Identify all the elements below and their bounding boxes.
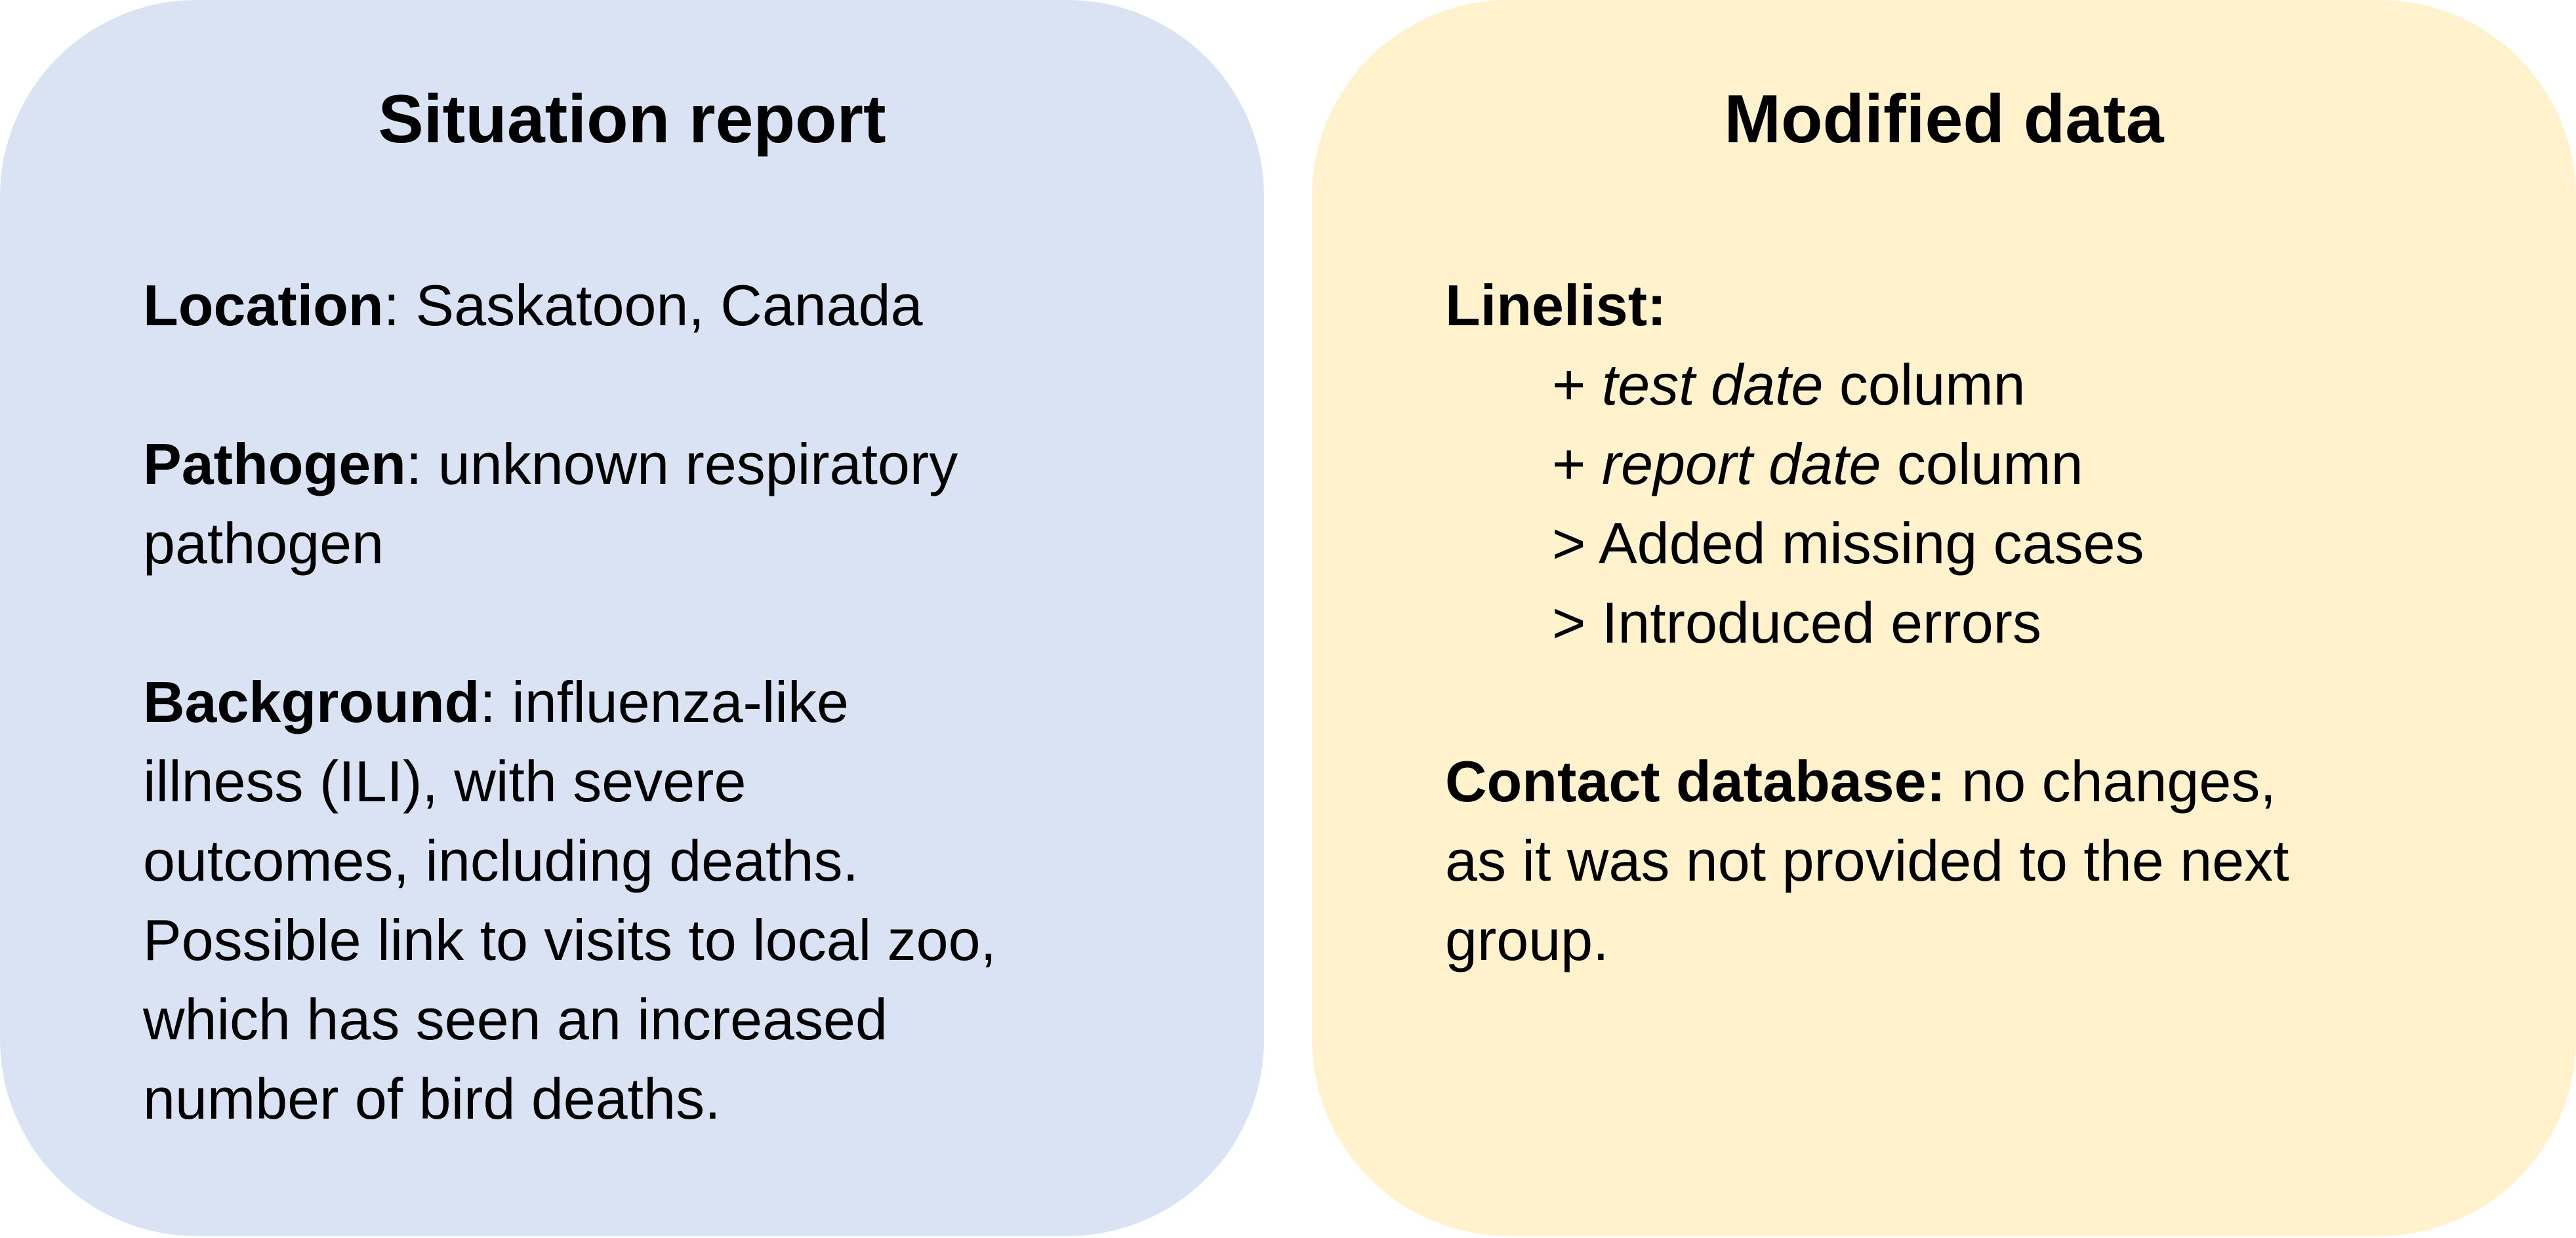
contact-database-value: no changes,: [1945, 749, 2276, 814]
background-line: Possible link to visits to local zoo,: [143, 908, 997, 972]
background-line: which has seen an increased: [143, 987, 888, 1052]
linelist-item-suffix: column: [1823, 352, 2026, 417]
linelist-item-prefix: +: [1552, 431, 1602, 496]
linelist-item-suffix: column: [1881, 431, 2083, 496]
contact-database-value-cont: group.: [1445, 908, 1609, 972]
linelist-item: > Added missing cases: [1552, 511, 2144, 576]
modified-data-body: Linelist: + test date column + report da…: [1445, 266, 2547, 980]
linelist-item: + test date column: [1445, 345, 2547, 424]
contact-database-value-cont: as it was not provided to the next: [1445, 828, 2289, 893]
location-label: Location: [143, 273, 384, 338]
background-label: Background: [143, 669, 480, 734]
contact-database-field: Contact database: no changes, as it was …: [1445, 742, 2547, 980]
pathogen-field: Pathogen: unknown respiratory pathogen: [143, 424, 1245, 583]
situation-report-panel: Situation report Location: Saskatoon, Ca…: [0, 0, 1264, 1236]
linelist-item: + report date column: [1445, 424, 2547, 504]
background-value: : influenza-like: [480, 669, 849, 734]
pathogen-value: : unknown respiratory: [405, 431, 958, 496]
modified-data-panel: Modified data Linelist: + test date colu…: [1312, 0, 2576, 1236]
contact-database-label: Contact database:: [1445, 749, 1946, 814]
linelist-label: Linelist:: [1445, 273, 1667, 338]
background-line: illness (ILI), with severe: [143, 749, 746, 814]
linelist-item-prefix: +: [1552, 352, 1602, 417]
location-field: Location: Saskatoon, Canada: [143, 266, 1245, 345]
modified-data-title: Modified data: [1724, 81, 2164, 157]
background-field: Background: influenza-like illness (ILI)…: [143, 662, 1245, 1138]
linelist-item-field-name: report date: [1601, 431, 1881, 496]
linelist-item: > Introduced errors: [1552, 590, 2041, 655]
background-line: number of bird deaths.: [143, 1066, 721, 1131]
location-value: : Saskatoon, Canada: [383, 273, 923, 338]
linelist-item-field-name: test date: [1601, 352, 1824, 417]
pathogen-value-cont: pathogen: [143, 511, 384, 576]
background-line: outcomes, including deaths.: [143, 828, 859, 893]
linelist-field: Linelist: + test date column + report da…: [1445, 266, 2547, 662]
situation-report-body: Location: Saskatoon, Canada Pathogen: un…: [143, 266, 1245, 1138]
situation-report-title: Situation report: [378, 81, 886, 157]
pathogen-label: Pathogen: [143, 431, 406, 496]
